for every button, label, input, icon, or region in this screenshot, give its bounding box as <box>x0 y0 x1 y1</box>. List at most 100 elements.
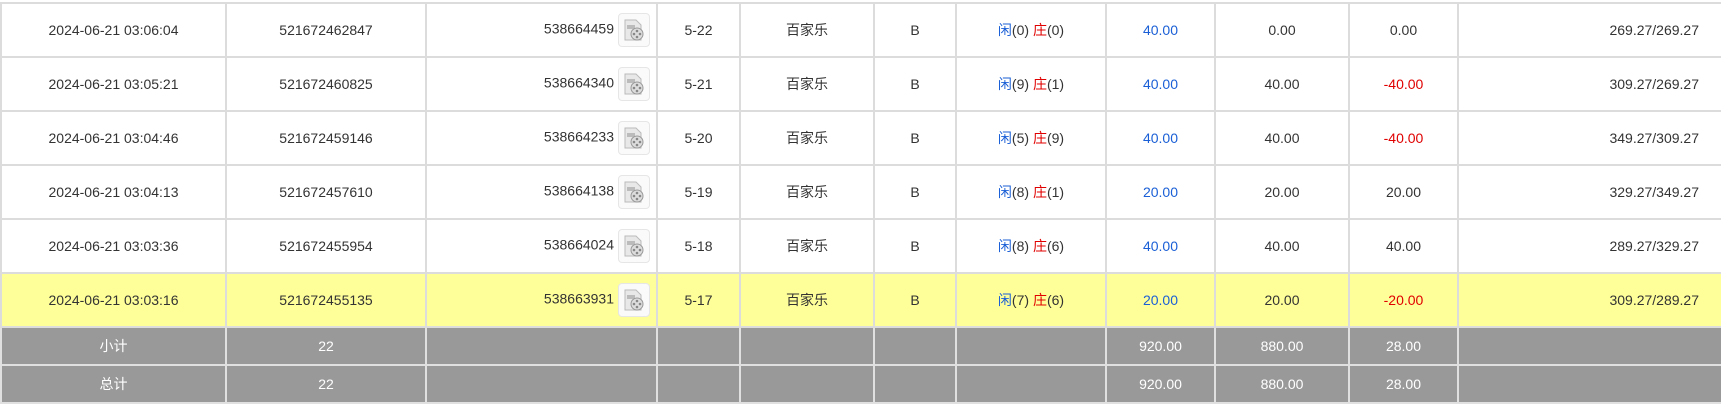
banker-label: 庄 <box>1032 22 1047 38</box>
table-row: 2024-06-21 03:04:46 521672459146 5386642… <box>0 110 1721 166</box>
empty-cell <box>656 364 741 404</box>
empty-cell <box>873 364 957 404</box>
valid-amount: 40.00 <box>1214 218 1350 274</box>
player-value: (0) <box>1011 22 1030 38</box>
player-value: (8) <box>1011 238 1030 254</box>
bet-records-table: 2024-06-21 03:06:04 521672462847 5386644… <box>0 2 1721 404</box>
result-cell: 闲(8) 庄(6) <box>955 218 1107 274</box>
result-cell: 闲(7) 庄(6) <box>955 272 1107 328</box>
table-number: 5-19 <box>656 164 741 220</box>
video-replay-icon[interactable] <box>618 283 650 317</box>
banker-value: (1) <box>1046 76 1065 92</box>
round-id-cell: 538663931 <box>425 272 658 328</box>
table-number: 5-22 <box>656 2 741 58</box>
valid-amount: 0.00 <box>1214 2 1350 58</box>
empty-cell <box>1457 326 1721 366</box>
bet-time: 2024-06-21 03:04:46 <box>0 110 227 166</box>
bet-type: B <box>873 2 957 58</box>
round-id-cell: 538664138 <box>425 164 658 220</box>
summary-valid: 880.00 <box>1214 326 1350 366</box>
bet-time: 2024-06-21 03:04:13 <box>0 164 227 220</box>
summary-label: 小计 <box>0 326 227 366</box>
banker-label: 庄 <box>1032 76 1047 92</box>
banker-value: (0) <box>1046 22 1065 38</box>
bet-time: 2024-06-21 03:03:36 <box>0 218 227 274</box>
video-replay-icon[interactable] <box>618 229 650 263</box>
bet-type: B <box>873 110 957 166</box>
bet-amount: 40.00 <box>1105 218 1216 274</box>
round-id-cell: 538664459 <box>425 2 658 58</box>
empty-cell <box>873 326 957 366</box>
banker-label: 庄 <box>1032 238 1047 254</box>
bet-id: 521672457610 <box>225 164 427 220</box>
player-label: 闲 <box>997 292 1012 308</box>
summary-label: 总计 <box>0 364 227 404</box>
table-number: 5-18 <box>656 218 741 274</box>
summary-row: 小计 22 920.00 880.00 28.00 <box>0 326 1721 366</box>
empty-cell <box>955 364 1107 404</box>
win-loss: -40.00 <box>1348 110 1459 166</box>
valid-amount: 40.00 <box>1214 110 1350 166</box>
video-replay-icon[interactable] <box>618 121 650 155</box>
result-cell: 闲(5) 庄(9) <box>955 110 1107 166</box>
valid-amount: 20.00 <box>1214 164 1350 220</box>
balance: 349.27/309.27 <box>1457 110 1721 166</box>
summary-count: 22 <box>225 364 427 404</box>
win-loss: 0.00 <box>1348 2 1459 58</box>
balance: 329.27/349.27 <box>1457 164 1721 220</box>
bet-amount: 20.00 <box>1105 164 1216 220</box>
result-cell: 闲(8) 庄(1) <box>955 164 1107 220</box>
bet-type: B <box>873 164 957 220</box>
empty-cell <box>1457 364 1721 404</box>
round-id: 538664340 <box>543 74 614 91</box>
bet-id: 521672455135 <box>225 272 427 328</box>
player-label: 闲 <box>997 130 1012 146</box>
result-cell: 闲(9) 庄(1) <box>955 56 1107 112</box>
banker-label: 庄 <box>1032 184 1047 200</box>
table-number: 5-17 <box>656 272 741 328</box>
video-replay-icon[interactable] <box>618 13 650 47</box>
summary-bet: 920.00 <box>1105 364 1216 404</box>
table-row: 2024-06-21 03:06:04 521672462847 5386644… <box>0 2 1721 58</box>
win-loss: 20.00 <box>1348 164 1459 220</box>
round-id: 538664233 <box>543 128 614 145</box>
player-value: (5) <box>1011 130 1030 146</box>
summary-bet: 920.00 <box>1105 326 1216 366</box>
banker-value: (1) <box>1046 184 1065 200</box>
bet-type: B <box>873 272 957 328</box>
round-id-cell: 538664024 <box>425 218 658 274</box>
bet-id: 521672455954 <box>225 218 427 274</box>
game-name: 百家乐 <box>739 272 875 328</box>
empty-cell <box>656 326 741 366</box>
empty-cell <box>739 326 875 366</box>
bet-time: 2024-06-21 03:05:21 <box>0 56 227 112</box>
empty-cell <box>425 326 658 366</box>
player-value: (7) <box>1011 292 1030 308</box>
bet-id: 521672459146 <box>225 110 427 166</box>
banker-label: 庄 <box>1032 130 1047 146</box>
video-replay-icon[interactable] <box>618 175 650 209</box>
game-name: 百家乐 <box>739 110 875 166</box>
balance: 309.27/289.27 <box>1457 272 1721 328</box>
summary-win: 28.00 <box>1348 326 1459 366</box>
summary-valid: 880.00 <box>1214 364 1350 404</box>
win-loss: 40.00 <box>1348 218 1459 274</box>
bet-type: B <box>873 56 957 112</box>
table-row: 2024-06-21 03:04:13 521672457610 5386641… <box>0 164 1721 220</box>
table-number: 5-21 <box>656 56 741 112</box>
game-name: 百家乐 <box>739 218 875 274</box>
video-replay-icon[interactable] <box>618 67 650 101</box>
win-loss: -40.00 <box>1348 56 1459 112</box>
bet-amount: 40.00 <box>1105 56 1216 112</box>
win-loss: -20.00 <box>1348 272 1459 328</box>
summary-row: 总计 22 920.00 880.00 28.00 <box>0 364 1721 404</box>
banker-value: (9) <box>1046 130 1065 146</box>
bet-time: 2024-06-21 03:06:04 <box>0 2 227 58</box>
balance: 269.27/269.27 <box>1457 2 1721 58</box>
summary-win: 28.00 <box>1348 364 1459 404</box>
player-label: 闲 <box>997 184 1012 200</box>
bet-amount: 40.00 <box>1105 110 1216 166</box>
banker-label: 庄 <box>1032 292 1047 308</box>
empty-cell <box>739 364 875 404</box>
round-id: 538664459 <box>543 20 614 37</box>
